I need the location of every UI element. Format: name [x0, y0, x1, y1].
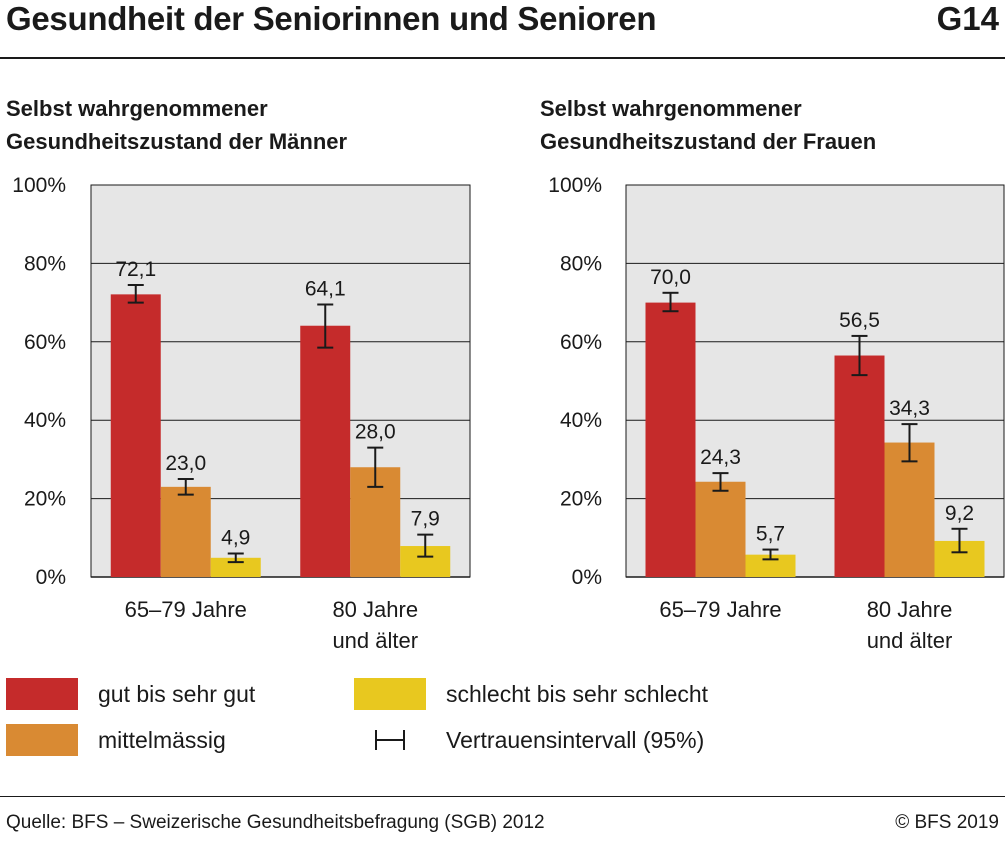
men-bar-mittel-1	[160, 486, 211, 577]
confidence-interval-icon	[354, 724, 426, 756]
men-y-tick-label: 80%	[24, 252, 66, 275]
men-category-label: 65–79 Jahre	[125, 597, 247, 622]
men-data-label-schlecht-1: 4,9	[221, 526, 250, 549]
women-data-label-mittel-1: 24,3	[700, 446, 741, 469]
men-data-label-schlecht-2: 7,9	[411, 508, 440, 531]
men-data-label-mittel-1: 23,0	[165, 452, 206, 475]
men-y-tick-label: 40%	[24, 409, 66, 432]
chart-women-title-line-2: Gesundheitszustand der Frauen	[540, 129, 877, 154]
women-y-tick-label: 100%	[548, 174, 602, 197]
men-plot-border	[90, 184, 471, 578]
women-data-label-gut-1: 70,0	[650, 266, 691, 289]
men-y-tick-label: 60%	[24, 331, 66, 354]
men-y-tick-label: 20%	[24, 488, 66, 511]
men-category-label: und älter	[332, 628, 418, 653]
copyright-note: © BFS 2019	[895, 812, 999, 833]
bar-charts: 0% 20% 40% 60% 80% 100% 72,1 23,0 4,9 65–79 Jahre…	[12, 174, 1005, 653]
women-data-label-schlecht-1: 5,7	[756, 523, 785, 546]
legend-item-mittel: mittelmässig	[6, 724, 226, 756]
footer-rule	[0, 796, 1005, 797]
legend-item-ci: Vertrauensintervall (95%)	[354, 724, 704, 756]
graphic-code: G14	[936, 0, 999, 37]
chart-women-title-line-1: Selbst wahrgenommener	[540, 96, 802, 121]
women-plot-border	[625, 184, 1005, 578]
legend-item-schlecht: schlecht bis sehr schlecht	[354, 678, 708, 710]
women-category-label: 65–79 Jahre	[659, 597, 781, 622]
women-category-label: 80 Jahre	[867, 597, 953, 622]
women-data-label-schlecht-2: 9,2	[945, 502, 974, 525]
source-note: Quelle: BFS – Sweizerische Gesundheitsbe…	[6, 812, 545, 833]
women-bar-mittel-2	[884, 442, 935, 577]
women-data-label-mittel-2: 34,3	[889, 397, 930, 420]
women-data-label-gut-2: 56,5	[839, 309, 880, 332]
chart-men-title-line-1: Selbst wahrgenommener	[6, 96, 268, 121]
women-bar-mittel-1	[695, 481, 746, 577]
women-bar-gut-1	[645, 302, 696, 577]
women-y-tick-label: 0%	[572, 566, 602, 589]
women-bar-gut-2	[834, 355, 885, 577]
men-data-label-gut-1: 72,1	[115, 258, 156, 281]
legend-swatch-gut	[6, 678, 78, 710]
men-bar-gut-2	[300, 325, 351, 577]
men-data-label-mittel-2: 28,0	[355, 421, 396, 444]
men-data-label-gut-2: 64,1	[305, 278, 346, 301]
men-y-tick-label: 100%	[12, 174, 66, 197]
chart-men-title-line-2: Gesundheitszustand der Männer	[6, 129, 348, 154]
legend-label-gut: gut bis sehr gut	[98, 680, 256, 707]
men-y-tick-label: 0%	[36, 566, 66, 589]
legend-label-schlecht: schlecht bis sehr schlecht	[446, 680, 709, 707]
men-bar-schlecht-1	[210, 557, 261, 577]
men-category-label: 80 Jahre	[332, 597, 418, 622]
women-y-tick-label: 60%	[560, 331, 602, 354]
men-bar-gut-1	[110, 294, 161, 577]
women-category-label: und älter	[867, 628, 953, 653]
header-rule	[0, 57, 1005, 59]
legend-item-gut: gut bis sehr gut	[6, 678, 255, 710]
women-y-tick-label: 40%	[560, 409, 602, 432]
legend-label-ci: Vertrauensintervall (95%)	[446, 726, 705, 753]
legend-swatch-mittel	[6, 724, 78, 756]
women-bar-schlecht-1	[745, 554, 796, 577]
legend-label-mittel: mittelmässig	[98, 726, 226, 753]
chart-women-title: Selbst wahrgenommener Gesundheitszustand…	[540, 92, 876, 158]
legend-swatch-schlecht	[354, 678, 426, 710]
women-y-tick-label: 20%	[560, 488, 602, 511]
page-title: Gesundheit der Seniorinnen und Senioren	[6, 0, 657, 37]
women-y-tick-label: 80%	[560, 252, 602, 275]
chart-men-title: Selbst wahrgenommener Gesundheitszustand…	[6, 92, 347, 158]
